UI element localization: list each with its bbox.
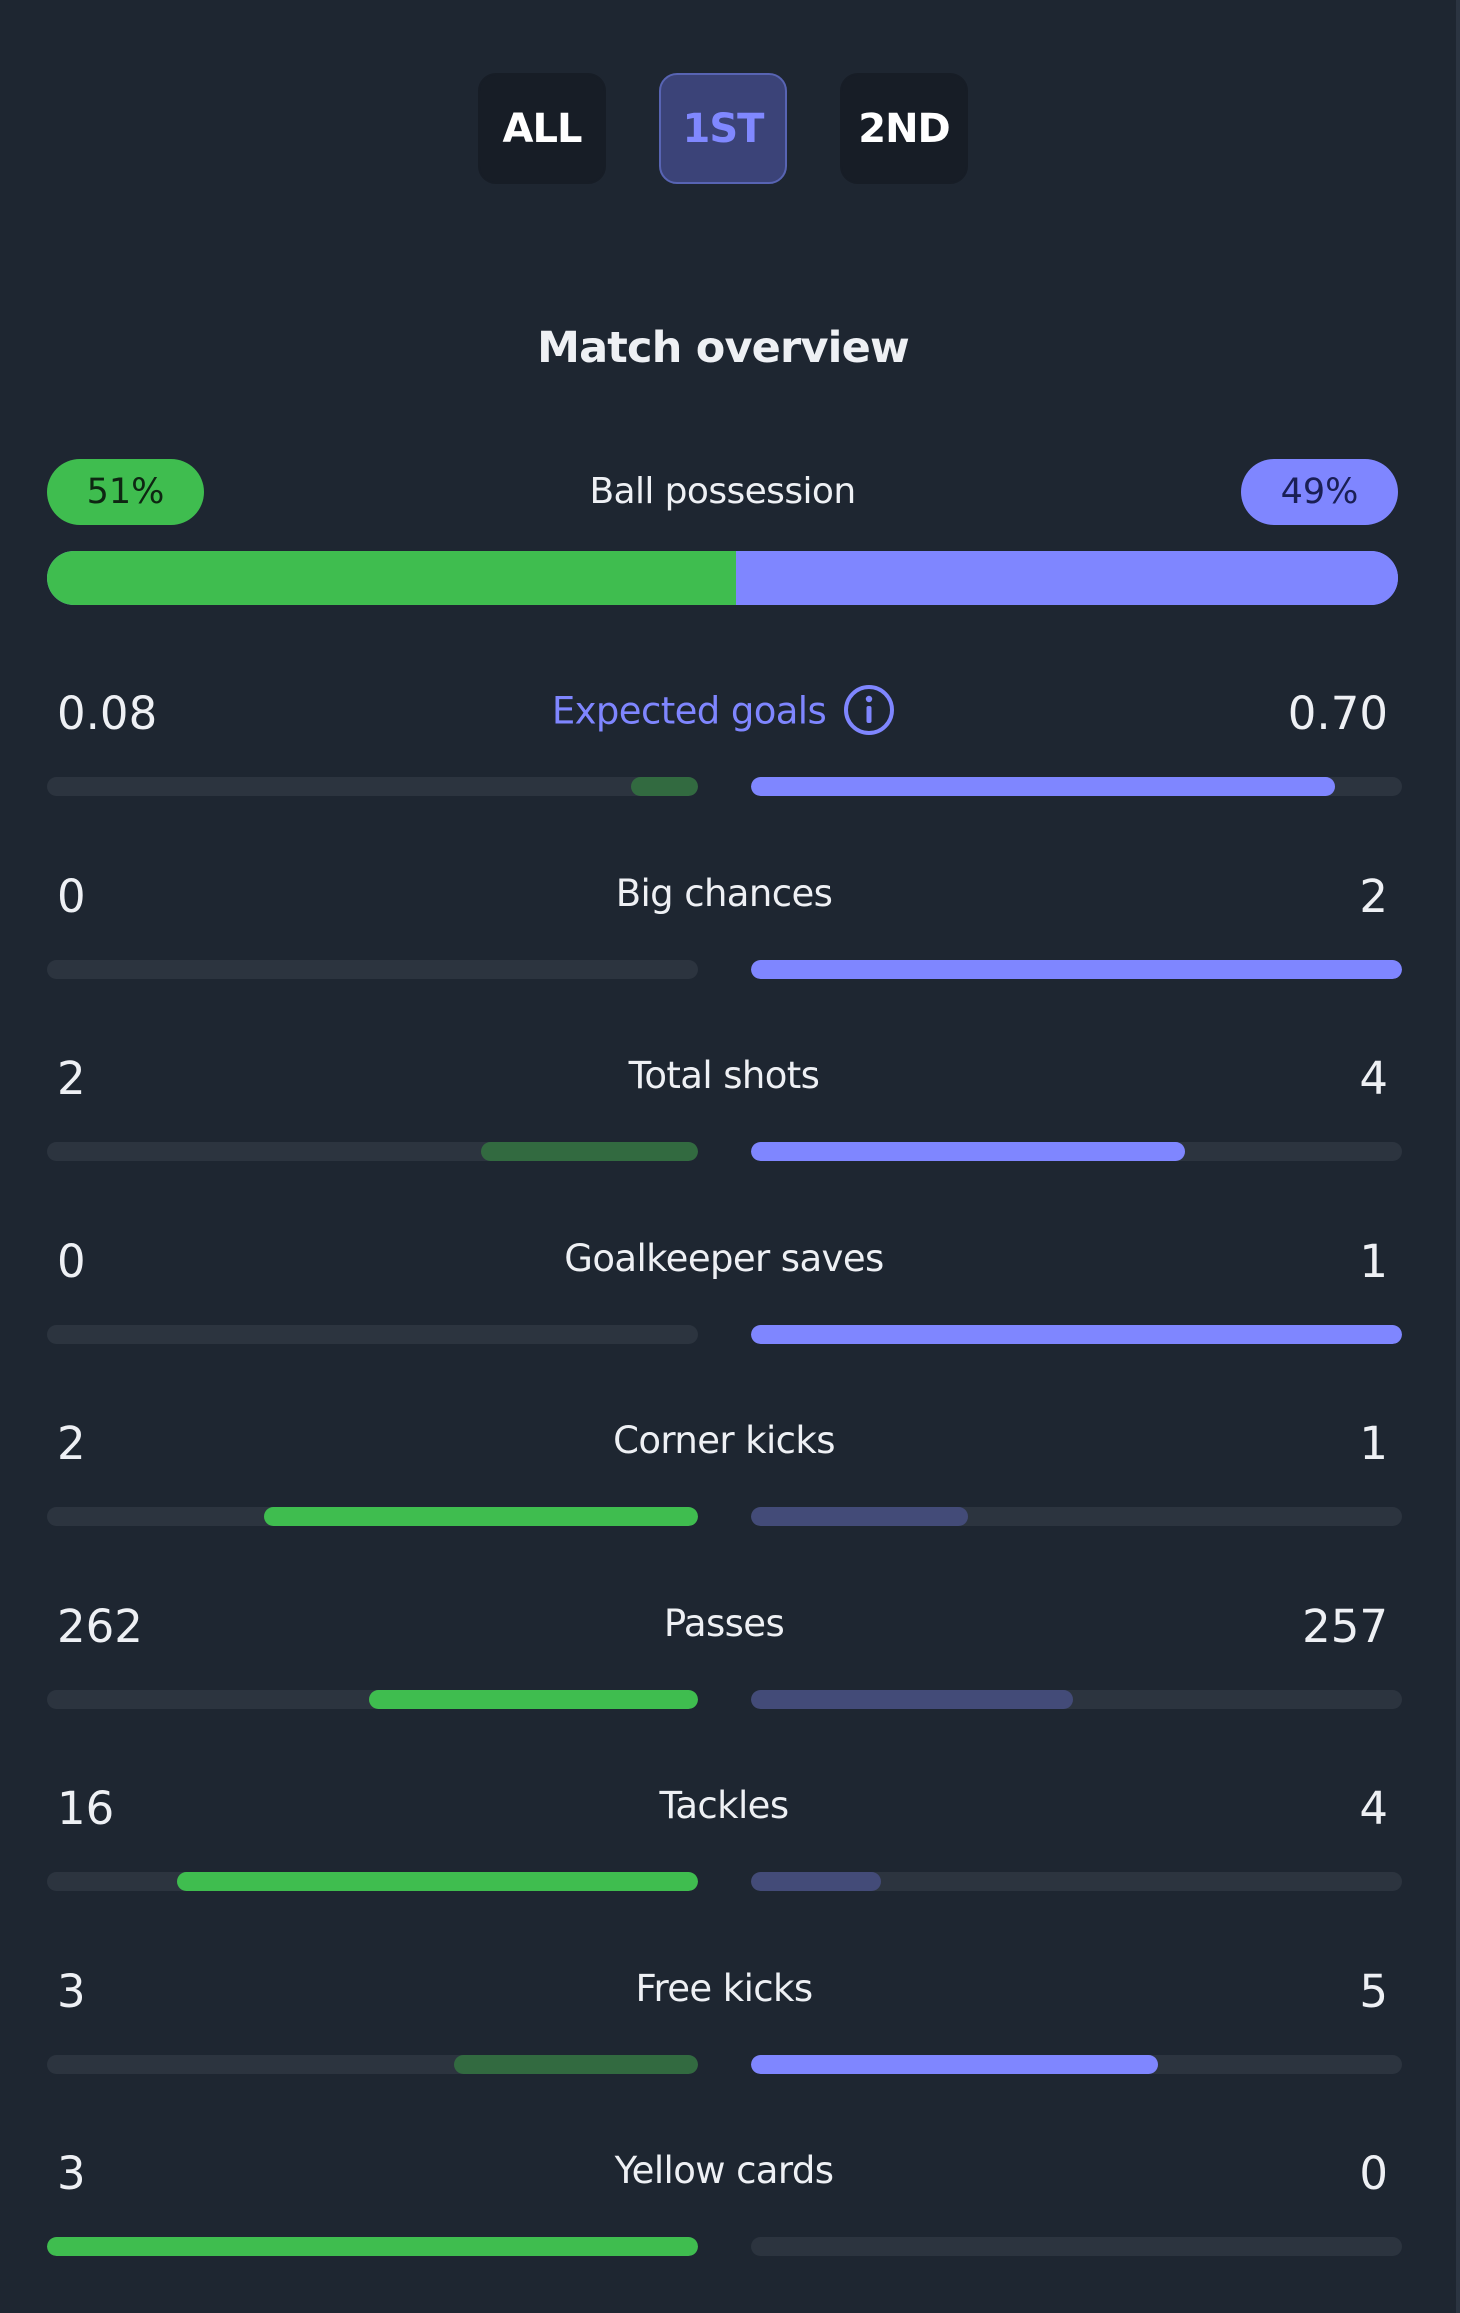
home-stat-bar — [47, 1324, 698, 1344]
home-value: 0 — [57, 869, 86, 923]
period-tabs: ALL 1ST 2ND — [0, 73, 1446, 184]
away-value: 5 — [1359, 1964, 1388, 2018]
stat-row-goalkeeper-saves: 0 Goalkeeper saves 1 — [47, 1231, 1402, 1414]
stat-label-text: Yellow cards — [614, 2149, 834, 2192]
stat-row-free-kicks: 3 Free kicks 5 — [47, 1961, 1402, 2144]
stat-label-text: Goalkeeper saves — [564, 1236, 884, 1280]
stat-label: Goalkeeper saves — [47, 1237, 1401, 1280]
stat-row-tackles: 16 Tackles 4 — [47, 1778, 1402, 1961]
home-value: 0 — [57, 1234, 86, 1288]
away-stat-bar-fill — [751, 1142, 1185, 1161]
stat-label: Free kicks — [47, 1967, 1401, 2010]
away-possession-badge: 49% — [1241, 459, 1398, 525]
away-stat-bar — [751, 2237, 1402, 2256]
home-value: 3 — [57, 2147, 86, 2200]
section-title: Match overview — [537, 323, 910, 373]
possession-bar-away — [736, 551, 1398, 605]
possession-bar — [47, 551, 1398, 605]
home-stat-bar — [47, 2054, 698, 2074]
stats-list: 0.08 Expected goals 0.70 0 Big chances 2 2 Tota… — [47, 683, 1402, 2313]
home-stat-bar-fill — [369, 1689, 698, 1709]
home-value: 16 — [57, 1782, 115, 1835]
possession-row: 51% Ball possession 49% — [47, 459, 1398, 605]
stat-label: Big chances — [47, 872, 1401, 915]
away-value: 0.70 — [1287, 687, 1388, 740]
away-stat-bar-fill — [751, 1324, 1402, 1344]
stat-label: Yellow cards — [47, 2149, 1401, 2192]
stat-label-text: Free kicks — [635, 1966, 813, 2010]
stat-label-text: Big chances — [615, 871, 833, 915]
home-stat-bar — [47, 959, 698, 979]
stat-label-text: Expected goals — [551, 689, 827, 733]
home-stat-bar — [47, 2237, 698, 2256]
away-value: 1 — [1359, 1417, 1388, 1470]
home-stat-bar-fill — [47, 2237, 698, 2256]
home-stat-bar — [47, 1507, 698, 1526]
home-value: 3 — [57, 1964, 86, 2018]
away-value: 2 — [1359, 869, 1388, 923]
away-stat-bar-fill — [751, 959, 1402, 979]
home-stat-bar-fill — [264, 1507, 698, 1526]
away-stat-bar — [751, 959, 1402, 979]
stat-label: Corner kicks — [47, 1419, 1401, 1462]
away-value: 0 — [1359, 2147, 1388, 2200]
stat-label-text: Total shots — [628, 1054, 820, 1097]
away-stat-bar-fill — [751, 1872, 882, 1891]
away-stat-bar — [751, 1872, 1402, 1891]
away-stat-bar-fill — [751, 1507, 968, 1526]
away-value: 1 — [1359, 1234, 1388, 1288]
away-value: 257 — [1302, 1599, 1388, 1653]
home-value: 2 — [57, 1417, 86, 1470]
stat-row-total-shots: 2 Total shots 4 — [47, 1048, 1402, 1231]
stat-row-corner-kicks: 2 Corner kicks 1 — [47, 1413, 1402, 1596]
stat-row-yellow-cards: 3 Yellow cards 0 — [47, 2143, 1402, 2313]
stat-label: Passes — [47, 1602, 1401, 1645]
possession-label: Ball possession — [589, 471, 856, 512]
stat-row-expected-goals: 0.08 Expected goals 0.70 — [47, 683, 1402, 866]
away-value: 4 — [1359, 1052, 1388, 1105]
stat-label-text: Corner kicks — [613, 1419, 835, 1462]
scrollbar-track[interactable] — [1456, 0, 1460, 2313]
home-stat-bar — [47, 1142, 698, 1161]
stat-label: Tackles — [47, 1784, 1401, 1827]
home-stat-bar — [47, 777, 698, 796]
stat-row-passes: 262 Passes 257 — [47, 1596, 1402, 1779]
home-stat-bar — [47, 1689, 698, 1709]
tab-1st[interactable]: 1ST — [659, 73, 787, 184]
stat-label[interactable]: Expected goals — [47, 685, 1401, 737]
home-stat-bar-fill — [453, 2054, 698, 2074]
away-stat-bar — [751, 777, 1402, 796]
away-stat-bar-fill — [751, 2054, 1158, 2074]
home-stat-bar-fill — [481, 1142, 698, 1161]
home-value: 2 — [57, 1052, 86, 1105]
stat-row-big-chances: 0 Big chances 2 — [47, 866, 1402, 1049]
stat-label-text: Tackles — [659, 1784, 789, 1827]
home-value: 0.08 — [57, 687, 158, 740]
away-stat-bar — [751, 1507, 1402, 1526]
tab-2nd[interactable]: 2ND — [840, 73, 968, 184]
info-icon[interactable] — [842, 683, 896, 737]
away-stat-bar-fill — [751, 777, 1336, 796]
tab-all[interactable]: ALL — [478, 73, 606, 184]
home-stat-bar-fill — [177, 1872, 698, 1891]
stat-label-text: Passes — [663, 1601, 785, 1645]
away-stat-bar — [751, 2054, 1402, 2074]
home-stat-bar — [47, 1872, 698, 1891]
home-value: 262 — [57, 1599, 143, 1653]
away-stat-bar — [751, 1142, 1402, 1161]
home-possession-badge: 51% — [47, 459, 204, 525]
possession-bar-home — [47, 551, 736, 605]
away-stat-bar — [751, 1689, 1402, 1709]
away-stat-bar-fill — [751, 1689, 1074, 1709]
away-stat-bar — [751, 1324, 1402, 1344]
stat-label: Total shots — [47, 1054, 1401, 1097]
away-value: 4 — [1359, 1782, 1388, 1835]
home-stat-bar-fill — [631, 777, 698, 796]
